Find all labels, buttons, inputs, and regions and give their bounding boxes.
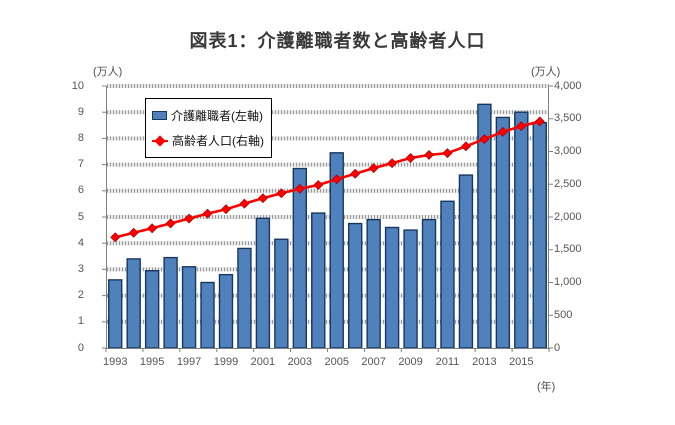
left-axis-tick-label-7: 7 bbox=[77, 158, 84, 171]
bar-swatch-icon bbox=[152, 111, 167, 120]
left-axis-tick-label-1: 1 bbox=[77, 315, 84, 328]
bar-2007 bbox=[366, 218, 381, 349]
right-axis-tick-label-2000: 2,000 bbox=[554, 210, 582, 223]
right-axis-tick-label-2500: 2,500 bbox=[554, 177, 582, 190]
legend: 介護離職者(左軸) 高齢者人口(右軸) bbox=[145, 98, 272, 158]
point-2003 bbox=[294, 183, 305, 194]
point-2004 bbox=[313, 180, 324, 191]
bar-1993 bbox=[108, 279, 123, 349]
left-axis-tick-label-4: 4 bbox=[77, 236, 84, 249]
bar-2006 bbox=[347, 222, 363, 349]
x-axis-tick-label-1993: 1993 bbox=[102, 356, 128, 368]
legend-label-bar-series: 介護離職者(左軸) bbox=[171, 109, 263, 123]
x-axis-unit-label: (年) bbox=[537, 381, 556, 393]
left-axis-tick-label-3: 3 bbox=[77, 262, 84, 275]
point-1998 bbox=[202, 208, 213, 219]
point-1994 bbox=[128, 227, 139, 238]
x-axis-tick-label-2013: 2013 bbox=[472, 356, 497, 368]
bar-2015 bbox=[514, 111, 529, 349]
left-axis-tick-label-5: 5 bbox=[77, 210, 84, 223]
bar-1998 bbox=[200, 281, 215, 349]
bar-2000 bbox=[237, 247, 252, 349]
x-axis-tick-label-2001: 2001 bbox=[250, 356, 276, 368]
right-axis-tick-label-3500: 3,500 bbox=[554, 112, 582, 125]
right-axis-tick-label-500: 500 bbox=[554, 308, 573, 321]
point-2012 bbox=[460, 141, 471, 152]
left-axis-tick-label-2: 2 bbox=[77, 289, 84, 302]
bar-1999 bbox=[218, 273, 234, 349]
x-axis-tick-label-2007: 2007 bbox=[361, 356, 386, 368]
right-axis-tick-label-1000: 1,000 bbox=[554, 276, 582, 288]
left-axis-unit-label: (万人) bbox=[93, 66, 123, 78]
point-2007 bbox=[368, 163, 379, 174]
legend-item-bar-series: 介護離職者(左軸) bbox=[152, 106, 265, 126]
right-axis-tick-label-4000: 4,000 bbox=[554, 79, 582, 92]
point-2000 bbox=[239, 198, 250, 209]
bar-2016 bbox=[532, 121, 547, 349]
point-2013 bbox=[479, 134, 490, 145]
point-2001 bbox=[257, 193, 268, 204]
bar-1997 bbox=[181, 266, 197, 349]
bar-2014 bbox=[495, 116, 511, 349]
bar-2001 bbox=[255, 217, 271, 349]
x-axis-tick-label-2005: 2005 bbox=[324, 356, 349, 368]
x-axis-tick-label-2009: 2009 bbox=[398, 356, 423, 368]
bar-2009 bbox=[403, 229, 418, 349]
point-2008 bbox=[387, 158, 398, 169]
left-axis-tick-label-9: 9 bbox=[77, 105, 84, 118]
legend-label-line-series: 高齢者人口(右軸) bbox=[172, 134, 264, 148]
bar-1994 bbox=[126, 258, 141, 349]
point-2014 bbox=[497, 126, 508, 137]
chart-title: 図表1：介護離職者数と高齢者人口 bbox=[189, 31, 486, 51]
x-axis-tick-label-1999: 1999 bbox=[213, 356, 239, 368]
point-1993 bbox=[110, 232, 121, 243]
bar-2011 bbox=[440, 200, 455, 349]
point-1996 bbox=[165, 218, 176, 229]
left-axis-tick-label-0: 0 bbox=[77, 341, 84, 354]
point-1995 bbox=[147, 223, 158, 234]
x-axis-tick-label-2003: 2003 bbox=[287, 356, 313, 368]
bar-2003 bbox=[292, 167, 308, 349]
bar-2008 bbox=[384, 226, 400, 349]
x-axis-tick-label-1997: 1997 bbox=[176, 356, 202, 368]
point-1999 bbox=[221, 204, 231, 215]
x-axis-tick-label-2011: 2011 bbox=[435, 356, 460, 368]
left-axis-tick-label-6: 6 bbox=[77, 184, 84, 197]
point-2002 bbox=[276, 188, 287, 199]
bar-2002 bbox=[274, 238, 289, 349]
point-2006 bbox=[350, 168, 361, 179]
right-axis-tick-label-3000: 3,000 bbox=[554, 145, 582, 157]
line-diamond-icon bbox=[152, 134, 168, 147]
right-axis-tick-label-0: 0 bbox=[554, 341, 561, 354]
right-axis-unit-label: (万人) bbox=[531, 66, 561, 78]
point-2015 bbox=[516, 121, 527, 132]
point-2011 bbox=[442, 148, 453, 159]
point-2005 bbox=[331, 174, 342, 185]
left-axis-tick-label-8: 8 bbox=[77, 131, 84, 144]
point-2016 bbox=[534, 116, 545, 127]
left-axis-tick-label-10: 10 bbox=[71, 79, 84, 92]
point-1997 bbox=[184, 213, 195, 224]
x-axis-tick-label-2015: 2015 bbox=[509, 356, 534, 368]
bar-1996 bbox=[163, 256, 178, 349]
point-2009 bbox=[405, 153, 416, 163]
point-2010 bbox=[424, 149, 434, 160]
bar-2012 bbox=[458, 174, 474, 349]
x-axis-tick-label-1995: 1995 bbox=[139, 356, 165, 368]
bar-2010 bbox=[421, 218, 437, 349]
right-axis-tick-label-1500: 1,500 bbox=[554, 243, 582, 256]
bar-1995 bbox=[144, 270, 160, 349]
bar-2004 bbox=[311, 212, 326, 349]
legend-item-line-series: 高齢者人口(右軸) bbox=[152, 131, 265, 151]
